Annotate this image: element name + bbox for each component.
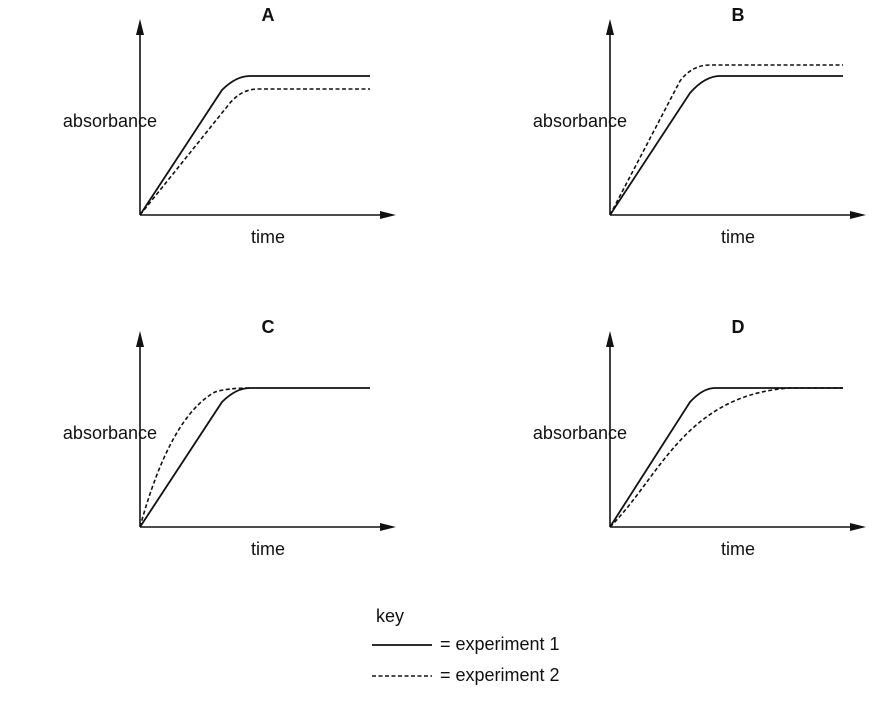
y-axis-arrow	[606, 19, 614, 35]
y-axis-label: absorbance	[533, 423, 627, 443]
key-title: key	[376, 606, 404, 626]
x-axis-label: time	[721, 227, 755, 247]
x-axis-label: time	[721, 539, 755, 559]
panel-label: C	[262, 317, 275, 337]
panel-label: D	[732, 317, 745, 337]
y-axis-label: absorbance	[63, 423, 157, 443]
curve-experiment-1	[609, 387, 843, 528]
curve-experiment-2	[139, 387, 251, 528]
x-axis-arrow	[850, 211, 866, 219]
panel-label: B	[732, 5, 745, 25]
x-axis-arrow	[380, 523, 396, 531]
x-axis-label: time	[251, 539, 285, 559]
curve-experiment-2	[609, 64, 843, 216]
y-axis-arrow	[136, 331, 144, 347]
x-axis-label: time	[251, 227, 285, 247]
key-entry: = experiment 1	[440, 634, 560, 654]
curve-experiment-1	[139, 75, 370, 216]
curve-experiment-1	[609, 75, 843, 216]
panel-label: A	[262, 5, 275, 25]
x-axis-arrow	[380, 211, 396, 219]
y-axis-arrow	[606, 331, 614, 347]
curve-experiment-1	[139, 387, 370, 528]
curve-experiment-2	[139, 88, 370, 216]
key-entry: = experiment 2	[440, 665, 560, 685]
y-axis-label: absorbance	[533, 111, 627, 131]
curve-experiment-2	[609, 387, 843, 528]
x-axis-arrow	[850, 523, 866, 531]
y-axis-label: absorbance	[63, 111, 157, 131]
y-axis-arrow	[136, 19, 144, 35]
